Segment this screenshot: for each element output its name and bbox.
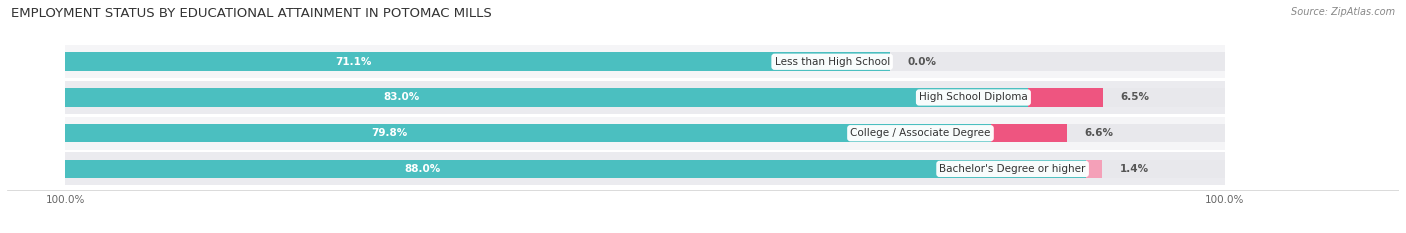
Text: 1.4%: 1.4% — [1119, 164, 1149, 174]
Bar — [65, 117, 1225, 150]
Bar — [65, 160, 1225, 178]
Text: Source: ZipAtlas.com: Source: ZipAtlas.com — [1291, 7, 1395, 17]
Bar — [65, 88, 1225, 107]
Bar — [1028, 88, 1104, 107]
Text: High School Diploma: High School Diploma — [920, 93, 1028, 103]
Bar — [65, 152, 1225, 185]
Bar — [65, 124, 1225, 143]
Text: Bachelor's Degree or higher: Bachelor's Degree or higher — [939, 164, 1085, 174]
Bar — [65, 160, 1085, 178]
Text: Less than High School: Less than High School — [775, 57, 890, 67]
Text: 88.0%: 88.0% — [404, 164, 440, 174]
Text: EMPLOYMENT STATUS BY EDUCATIONAL ATTAINMENT IN POTOMAC MILLS: EMPLOYMENT STATUS BY EDUCATIONAL ATTAINM… — [11, 7, 492, 20]
Bar — [65, 52, 890, 71]
Text: College / Associate Degree: College / Associate Degree — [851, 128, 991, 138]
Bar — [65, 52, 1225, 71]
Bar — [65, 124, 991, 143]
Bar — [65, 88, 1028, 107]
Text: 0.0%: 0.0% — [907, 57, 936, 67]
Bar — [991, 124, 1067, 143]
Text: 71.1%: 71.1% — [336, 57, 371, 67]
Text: 6.6%: 6.6% — [1084, 128, 1114, 138]
Bar — [1085, 160, 1102, 178]
Bar — [65, 45, 1225, 78]
Text: 6.5%: 6.5% — [1121, 93, 1150, 103]
Bar — [65, 81, 1225, 114]
Text: 79.8%: 79.8% — [371, 128, 408, 138]
Text: 83.0%: 83.0% — [384, 93, 420, 103]
